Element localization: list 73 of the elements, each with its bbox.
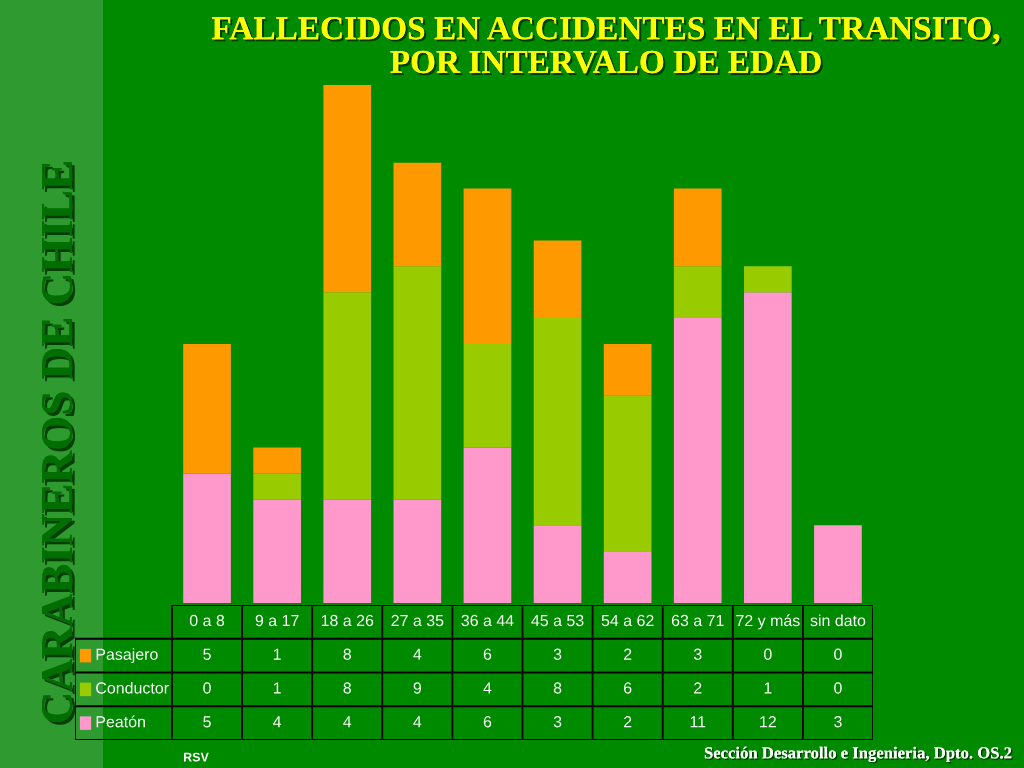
data-label: 4 xyxy=(273,716,282,728)
bar xyxy=(603,551,652,603)
data-label: 5 xyxy=(203,648,211,660)
data-label: 6 xyxy=(624,682,632,694)
bar xyxy=(463,447,512,603)
bar xyxy=(323,292,372,500)
data-label: 3 xyxy=(553,716,562,728)
bar xyxy=(744,266,792,293)
bar xyxy=(533,525,582,603)
bar xyxy=(533,318,582,526)
bar xyxy=(253,473,301,500)
data-label: 6 xyxy=(483,648,492,660)
bar xyxy=(323,85,372,293)
x-tick-label: 36 a 44 xyxy=(461,614,514,627)
text: CARABINEROS DE CHILE xyxy=(41,162,76,725)
bar xyxy=(463,344,512,448)
data-label: 2 xyxy=(624,716,632,728)
bar xyxy=(393,266,442,500)
data-label: 3 xyxy=(834,716,842,728)
bar xyxy=(393,499,442,603)
data-label: 2 xyxy=(624,648,632,660)
legend-label: Conductor xyxy=(96,681,169,694)
data-label: 0 xyxy=(203,682,211,694)
x-tick-label: 0 a 8 xyxy=(189,614,225,627)
x-tick-label: 27 a 35 xyxy=(391,614,444,627)
data-label: 11 xyxy=(690,716,706,728)
bar xyxy=(323,499,372,603)
chart-title: FALLECIDOS EN ACCIDENTES EN EL TRANSITO, POR INTERVALO DE EDAD xyxy=(211,17,1002,76)
data-label: 8 xyxy=(343,682,351,694)
data-label: 4 xyxy=(343,716,352,728)
bar xyxy=(744,292,792,603)
data-label: 8 xyxy=(343,648,351,660)
text: RSV xyxy=(183,752,209,762)
data-label: 1 xyxy=(764,682,772,694)
data-label: 8 xyxy=(553,682,562,694)
bar xyxy=(533,240,582,319)
data-label: 0 xyxy=(834,682,842,694)
data-label: 1 xyxy=(273,682,281,694)
data-label: 4 xyxy=(413,648,422,660)
data-label: 3 xyxy=(693,648,702,660)
x-tick-label: 18 a 26 xyxy=(321,614,374,627)
data-label: 2 xyxy=(694,682,702,694)
x-tick-label: 9 a 17 xyxy=(255,614,299,627)
bar xyxy=(253,447,301,474)
bar xyxy=(393,162,442,267)
x-tick-label: 63 a 71 xyxy=(671,614,724,627)
data-label: 0 xyxy=(764,648,772,660)
legend-label: Peatón xyxy=(96,715,145,728)
data-label: 3 xyxy=(553,648,562,660)
data-label: 4 xyxy=(483,682,492,694)
bar xyxy=(253,499,301,603)
x-tick-label: sin dato xyxy=(810,614,866,627)
bar xyxy=(673,188,722,267)
x-tick-label: 54 a 62 xyxy=(601,614,654,627)
bar xyxy=(673,266,722,319)
bar xyxy=(603,395,652,552)
bar xyxy=(463,188,512,344)
legend-label: Pasajero xyxy=(96,648,158,664)
text: Sección Desarrollo e Ingenieria, Dpto. OS.2 xyxy=(704,746,1013,764)
bar xyxy=(183,473,231,603)
bar xyxy=(673,318,722,603)
data-label: 4 xyxy=(413,716,422,728)
bar xyxy=(603,344,652,396)
data-label: 9 xyxy=(413,682,422,694)
data-label: 1 xyxy=(273,648,281,660)
x-tick-label: 45 a 53 xyxy=(531,614,584,627)
data-label: 0 xyxy=(834,648,842,660)
bar xyxy=(814,525,862,603)
bar xyxy=(183,344,231,474)
data-label: 5 xyxy=(203,716,211,728)
x-tick-label: 72 y más xyxy=(736,614,800,630)
data-label: 6 xyxy=(483,716,492,728)
data-label: 12 xyxy=(760,716,776,728)
